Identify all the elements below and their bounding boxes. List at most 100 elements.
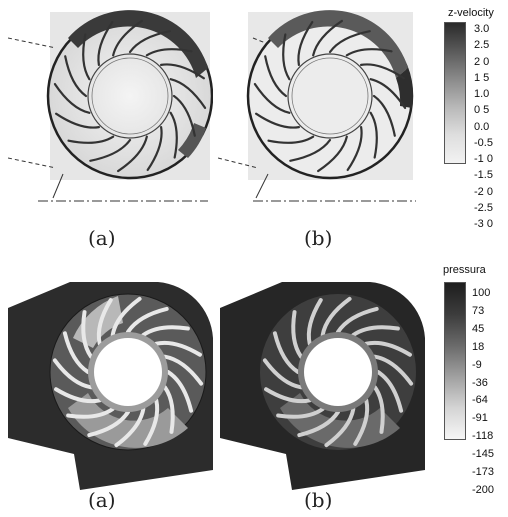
impeller-blade (128, 30, 171, 54)
pressure-tick-label: -200 (472, 483, 495, 496)
velocity-tick-label: -2 0 (474, 185, 493, 198)
velocity-tick-label: 2 0 (474, 55, 490, 68)
pressure-tick-label: 73 (472, 304, 485, 317)
impeller-blade (143, 398, 160, 446)
impeller-blade (264, 55, 288, 98)
impeller-blade (166, 370, 194, 413)
impeller-blade (289, 138, 332, 162)
impeller-blade (262, 358, 304, 390)
impeller-blade (53, 82, 91, 114)
impeller-blades-pressure-b (262, 296, 414, 448)
velocity-contour-plot-b (218, 10, 416, 202)
impeller-blade (81, 310, 94, 359)
impeller-blade (369, 111, 378, 159)
impeller-blade (52, 358, 94, 390)
impeller-blade (291, 310, 304, 359)
impeller-blade (64, 55, 88, 98)
impeller-blade (141, 325, 190, 338)
impeller-blade (324, 406, 356, 448)
impeller-blade (320, 296, 352, 338)
impeller-blade (360, 63, 406, 80)
impeller-blade (364, 340, 412, 357)
impeller-blade (351, 325, 400, 338)
impeller-blade (169, 78, 207, 110)
pressure-tick-label: 45 (472, 322, 485, 335)
impeller-blade (116, 135, 148, 173)
impeller-blade (146, 126, 163, 172)
impeller-blade (264, 387, 312, 404)
velocity-tick-label: -1 0 (474, 153, 493, 165)
bottom-caption-a: (a) (88, 488, 116, 512)
pressure-contour-plot-b (220, 282, 425, 490)
pressure-tick-label: -64 (472, 394, 488, 407)
impeller-blade (369, 78, 407, 110)
impeller-blade (372, 385, 385, 434)
velocity-tick-label: -3 0 (474, 218, 493, 230)
impeller-blade (372, 94, 396, 137)
velocity-tick-label: 3.0 (474, 23, 490, 35)
impeller-blades-b (253, 19, 407, 173)
velocity-contour-plot-a (8, 10, 213, 202)
velocity-tick-label: 0 5 (474, 104, 490, 117)
impeller-blade (297, 410, 340, 438)
impeller-blade (312, 19, 344, 57)
impeller-blade (82, 33, 91, 81)
impeller-blade (253, 82, 291, 114)
impeller-blade (112, 19, 144, 57)
pressure-colorbar-ticks: 100 73 45 18 -9 -36 -64 -91 -118 -145 -173 -200 (472, 288, 494, 496)
velocity-colorbar (444, 22, 466, 164)
impeller-blade (126, 306, 169, 334)
impeller-blade (316, 135, 348, 173)
bottom-caption-b: (b) (304, 488, 333, 512)
impeller-blade (345, 48, 393, 57)
velocity-colorbar-title: z-velocity (448, 7, 494, 19)
pressure-tick-label: -91 (472, 412, 488, 425)
pressure-tick-label: 100 (472, 287, 491, 299)
velocity-tick-label: 1.0 (474, 88, 490, 100)
impeller-blade (267, 135, 315, 144)
impeller-blade (67, 135, 115, 144)
top-panel-b (218, 8, 418, 208)
velocity-tick-label: 1 5 (474, 71, 490, 84)
pressure-tick-label: -9 (472, 358, 482, 371)
velocity-tick-label: 0.0 (474, 120, 490, 133)
impeller-blade (96, 298, 113, 346)
impeller-blades-a (53, 19, 207, 173)
pressure-tick-label: -118 (472, 430, 494, 443)
impeller-blade (89, 138, 132, 162)
impeller-blade (87, 410, 130, 438)
impeller-blade (282, 33, 291, 81)
impeller-blade (328, 30, 371, 54)
velocity-tick-label: -0.5 (474, 136, 493, 149)
impeller-blades-pressure-a (52, 296, 204, 448)
top-panel-a (8, 8, 213, 208)
top-caption-b: (b) (304, 226, 333, 250)
impeller-blade (54, 112, 100, 129)
velocity-tick-label: -2.5 (474, 201, 493, 214)
impeller-blade (372, 354, 414, 386)
top-caption-a: (a) (88, 226, 116, 250)
impeller-blade (145, 48, 193, 57)
pressure-tick-label: 18 (472, 340, 485, 353)
impeller-blade (376, 370, 404, 413)
impeller-blade (54, 387, 102, 404)
impeller-blade (306, 298, 323, 346)
impeller-blade (276, 406, 325, 419)
pressure-contour-plot-a (8, 282, 213, 490)
velocity-tick-label: -1.5 (474, 169, 493, 182)
impeller-blade (114, 406, 146, 448)
impeller-blade (154, 340, 202, 357)
bottom-panel-a (8, 278, 213, 490)
impeller-blade (254, 112, 300, 129)
impeller-blade (162, 385, 175, 434)
velocity-colorbar-ticks: 3.0 2.5 2 0 1 5 1.0 0 5 0.0 -0.5 -1 0 -1.5 -2 0 -2.… (474, 24, 493, 230)
impeller-blade (272, 331, 300, 374)
pressure-colorbar-title: pressura (443, 264, 486, 276)
pressure-colorbar (444, 282, 466, 440)
velocity-tick-label: 2.5 (474, 39, 490, 52)
impeller-blade (66, 406, 115, 419)
impeller-blade (160, 63, 206, 80)
impeller-blade (97, 20, 114, 66)
impeller-blade (162, 354, 204, 386)
impeller-blade (297, 20, 314, 66)
